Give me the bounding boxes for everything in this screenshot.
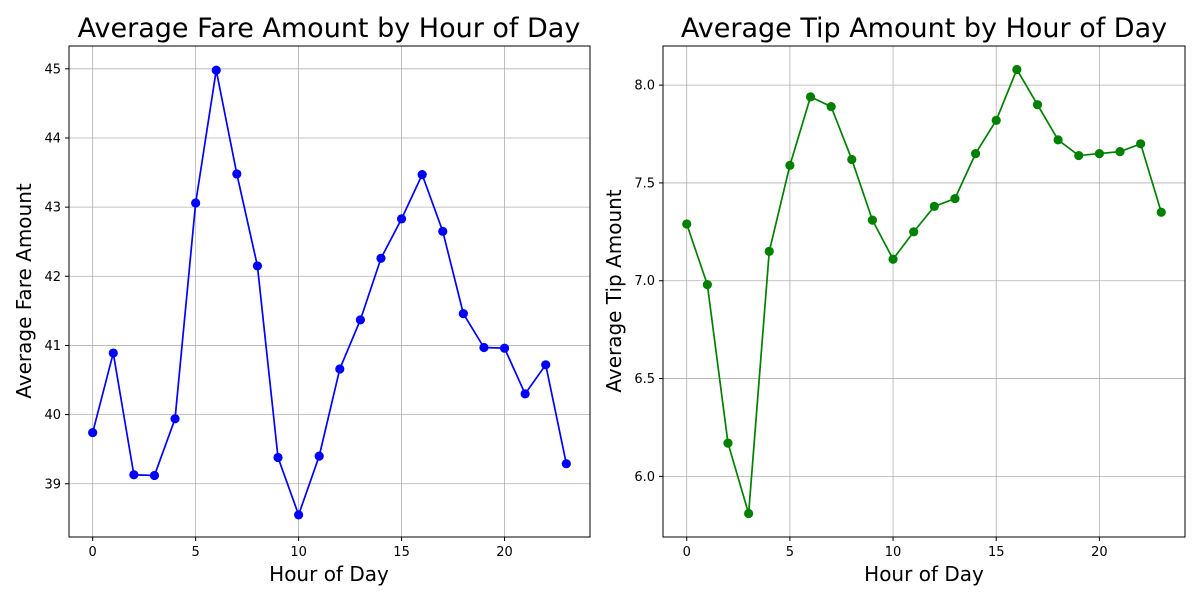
data-point <box>376 253 386 263</box>
data-point <box>129 470 139 480</box>
data-point <box>232 169 242 179</box>
data-point <box>1074 150 1084 161</box>
data-point <box>355 315 365 325</box>
y-tick-label: 7.5 <box>634 176 655 191</box>
data-point <box>1032 100 1043 110</box>
data-point <box>1012 64 1022 75</box>
data-point <box>252 261 263 271</box>
x-axis-label: Hour of Day <box>269 562 389 586</box>
data-point <box>335 364 345 374</box>
data-point <box>417 170 427 180</box>
plot-frame <box>662 45 1186 538</box>
data-point <box>805 92 816 102</box>
y-tick-label: 7.0 <box>634 274 655 289</box>
data-point <box>561 459 571 469</box>
chart-title: Average Fare Amount by Hour of Day <box>78 13 581 44</box>
data-point <box>723 438 733 448</box>
data-point <box>499 343 510 353</box>
x-tick-label: 0 <box>89 545 97 560</box>
x-tick-label: 15 <box>393 545 410 560</box>
data-point <box>867 215 878 225</box>
tip-chart: Average Tip Amount by Hour of Day Hour o… <box>602 13 1186 586</box>
x-tick-label: 10 <box>290 545 307 560</box>
y-axis-label: Average Fare Amount <box>12 183 36 399</box>
data-point <box>479 342 489 353</box>
x-tick-label: 10 <box>885 545 902 560</box>
chart-title: Average Tip Amount by Hour of Day <box>681 13 1167 44</box>
x-tick-label: 20 <box>496 545 513 560</box>
data-point <box>520 389 530 399</box>
y-tick-label: 6.0 <box>634 470 655 485</box>
data-point <box>314 451 324 461</box>
data-point <box>909 227 919 237</box>
data-point <box>888 254 898 264</box>
data-point <box>211 65 221 75</box>
data-point <box>294 510 304 520</box>
y-tick-label: 42 <box>44 270 61 285</box>
fare-chart: Average Fare Amount by Hour of Day Hour … <box>12 13 591 586</box>
y-tick-label: 43 <box>44 201 61 216</box>
data-point <box>702 280 712 290</box>
data-point <box>1156 207 1166 217</box>
data-point <box>929 201 939 212</box>
series-line <box>685 67 1163 514</box>
data-point <box>541 360 551 370</box>
data-point <box>1115 147 1125 157</box>
data-point <box>847 154 857 165</box>
y-tick-label: 40 <box>44 408 61 423</box>
data-point <box>273 452 283 463</box>
x-axis-label: Hour of Day <box>864 562 984 586</box>
y-axis-label: Average Tip Amount <box>602 189 626 392</box>
x-tick-label: 20 <box>1091 545 1108 560</box>
data-point <box>1053 135 1063 145</box>
y-tick-label: 44 <box>44 131 61 146</box>
x-tick-label: 0 <box>683 545 691 560</box>
data-point <box>191 198 201 208</box>
y-tick-label: 8.0 <box>634 79 655 94</box>
data-point <box>785 160 795 170</box>
x-tick-label: 5 <box>192 545 200 560</box>
data-point <box>1094 148 1104 159</box>
data-point <box>1136 139 1146 149</box>
y-tick-label: 41 <box>44 339 61 354</box>
data-point <box>149 470 160 481</box>
series-line <box>91 70 568 518</box>
y-tick-label: 6.5 <box>634 372 655 387</box>
y-tick-label: 39 <box>44 477 61 492</box>
data-point <box>682 219 692 229</box>
data-point <box>88 427 98 438</box>
plot-frame <box>68 45 591 538</box>
y-tick-label: 45 <box>44 62 61 77</box>
data-point <box>950 193 960 204</box>
data-point <box>970 148 981 159</box>
x-tick-label: 5 <box>786 545 794 560</box>
data-point <box>438 226 448 236</box>
data-point <box>826 102 836 112</box>
x-tick-label: 15 <box>988 545 1005 560</box>
data-point <box>458 309 468 319</box>
data-point <box>764 246 774 256</box>
data-point <box>108 348 118 358</box>
data-point <box>170 414 180 424</box>
data-point <box>991 115 1001 125</box>
data-point <box>396 214 407 224</box>
data-point <box>744 508 754 519</box>
